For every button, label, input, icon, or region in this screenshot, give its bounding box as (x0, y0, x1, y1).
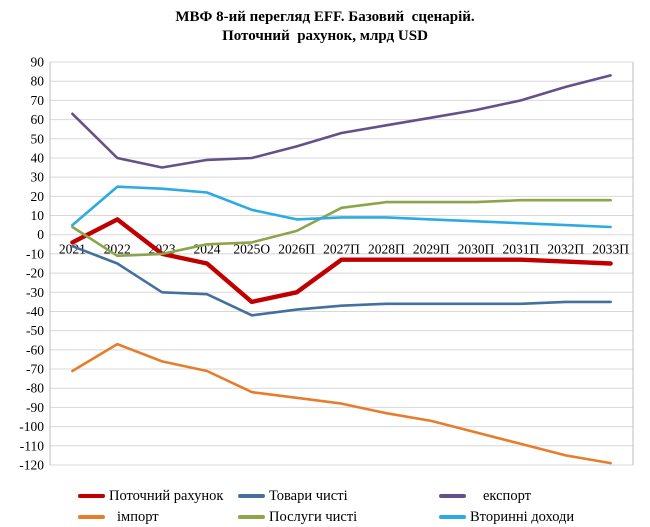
series-line-secondary-income (71, 185, 612, 229)
legend-swatch-secondary-income (439, 515, 466, 519)
x-tick-label: 2027П (323, 242, 360, 257)
y-tick-label: -100 (19, 419, 44, 434)
gridlines (49, 61, 634, 466)
x-tick-label: 2032П (547, 242, 584, 257)
x-tick-label: 2025О (233, 242, 270, 257)
x-axis-labels: 2021 2022 2023 2024 2025О 2026П 2027П 2028П 2029… (59, 242, 629, 257)
legend-item-current-account: Поточний рахунок (78, 486, 238, 506)
legend-item-secondary-income: Вторинні доходи (439, 507, 638, 527)
y-tick-label: 40 (31, 150, 45, 165)
y-tick-label: -60 (26, 342, 44, 357)
legend-label-imports: імпорт (117, 508, 159, 525)
series-line-imports (71, 342, 612, 465)
y-tick-label: -30 (26, 285, 44, 300)
legend-swatch-net-goods (238, 494, 265, 498)
legend-swatch-current-account (78, 493, 105, 499)
y-tick-label: -20 (26, 266, 44, 281)
y-tick-label: 50 (31, 131, 45, 146)
x-tick-label: 2029П (413, 242, 450, 257)
legend-label-current-account: Поточний рахунок (109, 487, 224, 504)
legend-swatch-exports (439, 494, 466, 498)
legend-label-net-goods: Товари чисті (269, 487, 348, 504)
y-tick-label: 90 (31, 55, 45, 70)
chart-title-line1: МВФ 8-ий перегляд EFF. Базовий сценарій. (175, 9, 475, 25)
series-line-net-services (71, 198, 612, 258)
y-tick-label: 0 (37, 227, 44, 242)
x-tick-label: 2028П (368, 242, 405, 257)
legend-item-net-goods: Товари чисті (238, 486, 439, 506)
y-tick-label: -90 (26, 400, 44, 415)
y-tick-label: 60 (31, 112, 45, 127)
y-tick-label: 30 (31, 170, 45, 185)
y-tick-label: 70 (31, 93, 45, 108)
series-line-exports (71, 74, 612, 169)
y-tick-label: -50 (26, 323, 44, 338)
series-line-current-account (70, 217, 613, 305)
y-tick-label: -120 (19, 458, 44, 473)
y-tick-label: -80 (26, 381, 44, 396)
y-tick-label: -70 (26, 362, 44, 377)
y-tick-label: -110 (20, 438, 44, 453)
y-tick-label: 20 (31, 189, 45, 204)
x-tick-label: 2030П (458, 242, 495, 257)
legend: Поточний рахунок Товари чисті експорт імпор… (78, 486, 638, 527)
x-tick-label: 2021 (59, 242, 86, 257)
x-tick-label: 2033П (592, 242, 629, 257)
legend-swatch-net-services (238, 515, 265, 519)
legend-swatch-imports (78, 515, 105, 519)
x-tick-label: 2026П (278, 242, 315, 257)
y-tick-label: -10 (26, 246, 44, 261)
legend-item-exports: експорт (439, 486, 638, 506)
chart-title: МВФ 8-ий перегляд EFF. Базовий сценарій.… (0, 8, 650, 46)
x-tick-label: 2031П (503, 242, 540, 257)
y-axis-labels: 90 80 70 60 50 40 30 20 10 0 -10 -20 -30 -40 -50 -60 -70… (19, 55, 44, 473)
legend-label-net-services: Послуги чисті (269, 508, 358, 525)
legend-label-secondary-income: Вторинні доходи (470, 508, 575, 525)
series-line-net-goods (71, 244, 612, 317)
chart-title-line2: Поточний рахунок, млрд USD (222, 28, 428, 44)
y-tick-label: 10 (31, 208, 45, 223)
y-tick-label: 80 (31, 74, 45, 89)
legend-label-exports: експорт (483, 487, 531, 504)
legend-item-imports: імпорт (78, 507, 238, 527)
legend-item-net-services: Послуги чисті (238, 507, 439, 527)
y-tick-label: -40 (26, 304, 44, 319)
